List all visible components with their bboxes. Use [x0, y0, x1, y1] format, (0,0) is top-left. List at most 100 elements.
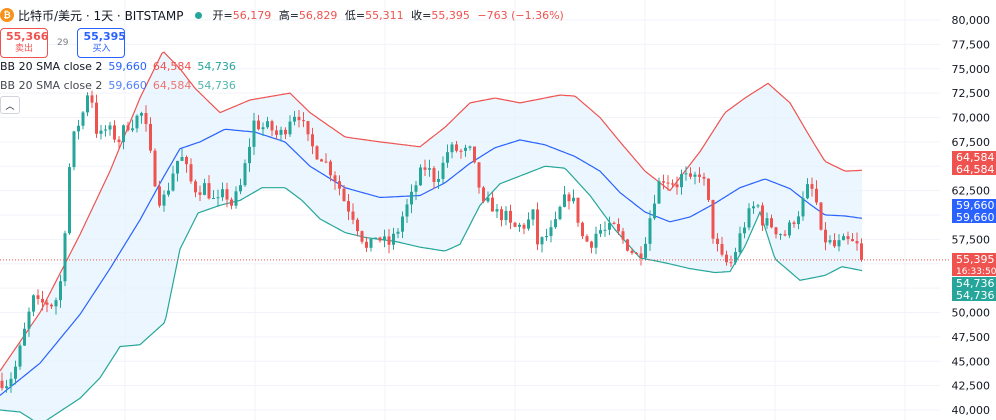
y-tick-label: 80,000 — [952, 14, 991, 27]
candle-body — [257, 120, 260, 130]
buy-price: 55,395 — [83, 30, 126, 43]
candle-body — [689, 173, 692, 177]
candle-body — [32, 295, 35, 312]
candle-body — [477, 162, 481, 188]
candle-body — [126, 125, 130, 131]
candle-body — [698, 174, 701, 177]
candle-body — [360, 231, 364, 242]
indicator-basis-value: 59,660 — [108, 79, 147, 92]
candle-body — [135, 115, 139, 129]
candle-body — [203, 183, 206, 195]
candle-body — [324, 161, 328, 163]
y-tick-label: 47,500 — [952, 331, 991, 344]
spread-value: 29 — [57, 38, 69, 48]
candle-body — [365, 241, 368, 248]
candle-body — [513, 222, 517, 227]
candle-body — [468, 146, 472, 148]
candle-body — [779, 234, 782, 236]
price-label-bg — [952, 163, 996, 175]
candle-body — [819, 202, 823, 230]
candle-body — [639, 253, 643, 258]
candle-body — [149, 123, 152, 151]
candle-body — [495, 209, 499, 212]
indicator-upper-value: 64,584 — [152, 79, 192, 92]
candle-body — [743, 227, 746, 234]
candle-body — [108, 125, 112, 130]
price-label-bg — [952, 264, 996, 276]
y-tick-label: 77,500 — [952, 38, 991, 51]
candle-body — [54, 300, 58, 307]
candle-body — [158, 186, 161, 206]
y-tick-label: 45,000 — [952, 355, 991, 368]
candle-body — [302, 120, 305, 122]
trade-panel: 55,366 卖出 29 55,395 买入 — [0, 28, 126, 58]
candle-body — [666, 182, 670, 184]
price-axis[interactable]: 40,00042,50045,00047,50050,00052,50055,0… — [952, 14, 991, 417]
indicator-legend-2[interactable]: BB 20 SMA close 2 59,660 64,584 54,736 — [0, 79, 236, 92]
candle-body — [599, 230, 602, 234]
candle-body — [774, 227, 778, 235]
high-label: 高= — [278, 9, 299, 22]
candle-body — [117, 139, 121, 143]
candle-body — [405, 204, 409, 217]
candle-body — [59, 281, 62, 301]
candle-body — [45, 302, 49, 305]
candle-body — [293, 116, 296, 122]
candle-body — [72, 131, 76, 168]
candle-body — [392, 233, 395, 245]
candle-body — [333, 175, 337, 182]
symbol-title[interactable]: 比特币/美元 · 1天 · BITSTAMP — [18, 8, 184, 23]
candle-body — [576, 197, 580, 223]
candle-body — [171, 173, 175, 191]
candle-body — [563, 194, 566, 207]
candle-body — [702, 176, 706, 179]
indicator-legend-1[interactable]: BB 20 SMA close 2 59,660 64,584 54,736 — [0, 60, 236, 73]
collapse-legend-icon[interactable]: ︿ — [0, 96, 20, 114]
candle-body — [545, 236, 548, 238]
candle-body — [491, 197, 494, 212]
sell-price: 55,366 — [6, 30, 49, 43]
candle-body — [585, 236, 589, 242]
candle-body — [234, 191, 238, 206]
candle-body — [243, 163, 247, 186]
y-tick-label: 50,000 — [952, 307, 991, 320]
candle-body — [653, 203, 656, 219]
candle-body — [95, 102, 98, 134]
candle-body — [261, 127, 265, 130]
low-value: 55,311 — [365, 9, 404, 22]
sell-button[interactable]: 55,366 卖出 — [0, 28, 48, 58]
candle-body — [441, 162, 445, 179]
candle-body — [617, 223, 620, 232]
candle-body — [635, 253, 638, 255]
candle-body — [693, 174, 697, 177]
candle-body — [5, 386, 8, 389]
candle-body — [851, 239, 854, 242]
bitcoin-icon: ₿ — [0, 8, 14, 22]
candle-body — [266, 121, 269, 128]
candle-body — [770, 218, 773, 228]
candle-body — [626, 239, 629, 251]
candle-body — [140, 113, 143, 116]
candle-body — [315, 146, 319, 160]
candle-body — [630, 250, 634, 254]
price-label-bg — [952, 211, 996, 223]
candle-body — [833, 240, 836, 247]
candle-body — [401, 216, 404, 232]
candle-body — [761, 205, 764, 226]
candle-body — [185, 156, 188, 165]
candle-body — [590, 241, 593, 248]
candle-body — [239, 185, 242, 192]
candle-body — [486, 197, 490, 202]
buy-label: 买入 — [92, 44, 111, 54]
price-label: 55,395 — [952, 253, 996, 266]
candle-body — [603, 229, 607, 231]
buy-button[interactable]: 55,395 买入 — [77, 28, 126, 58]
price-axis-labels: 64,58464,58459,66059,66055,39516:33:5054… — [952, 151, 996, 302]
price-label-text: 54,736 — [956, 289, 995, 302]
candle-body — [729, 262, 733, 264]
open-label: 开= — [212, 9, 233, 22]
change-value: −763 (−1.36%) — [477, 9, 564, 22]
candle-body — [36, 295, 40, 299]
candle-body — [297, 116, 301, 121]
